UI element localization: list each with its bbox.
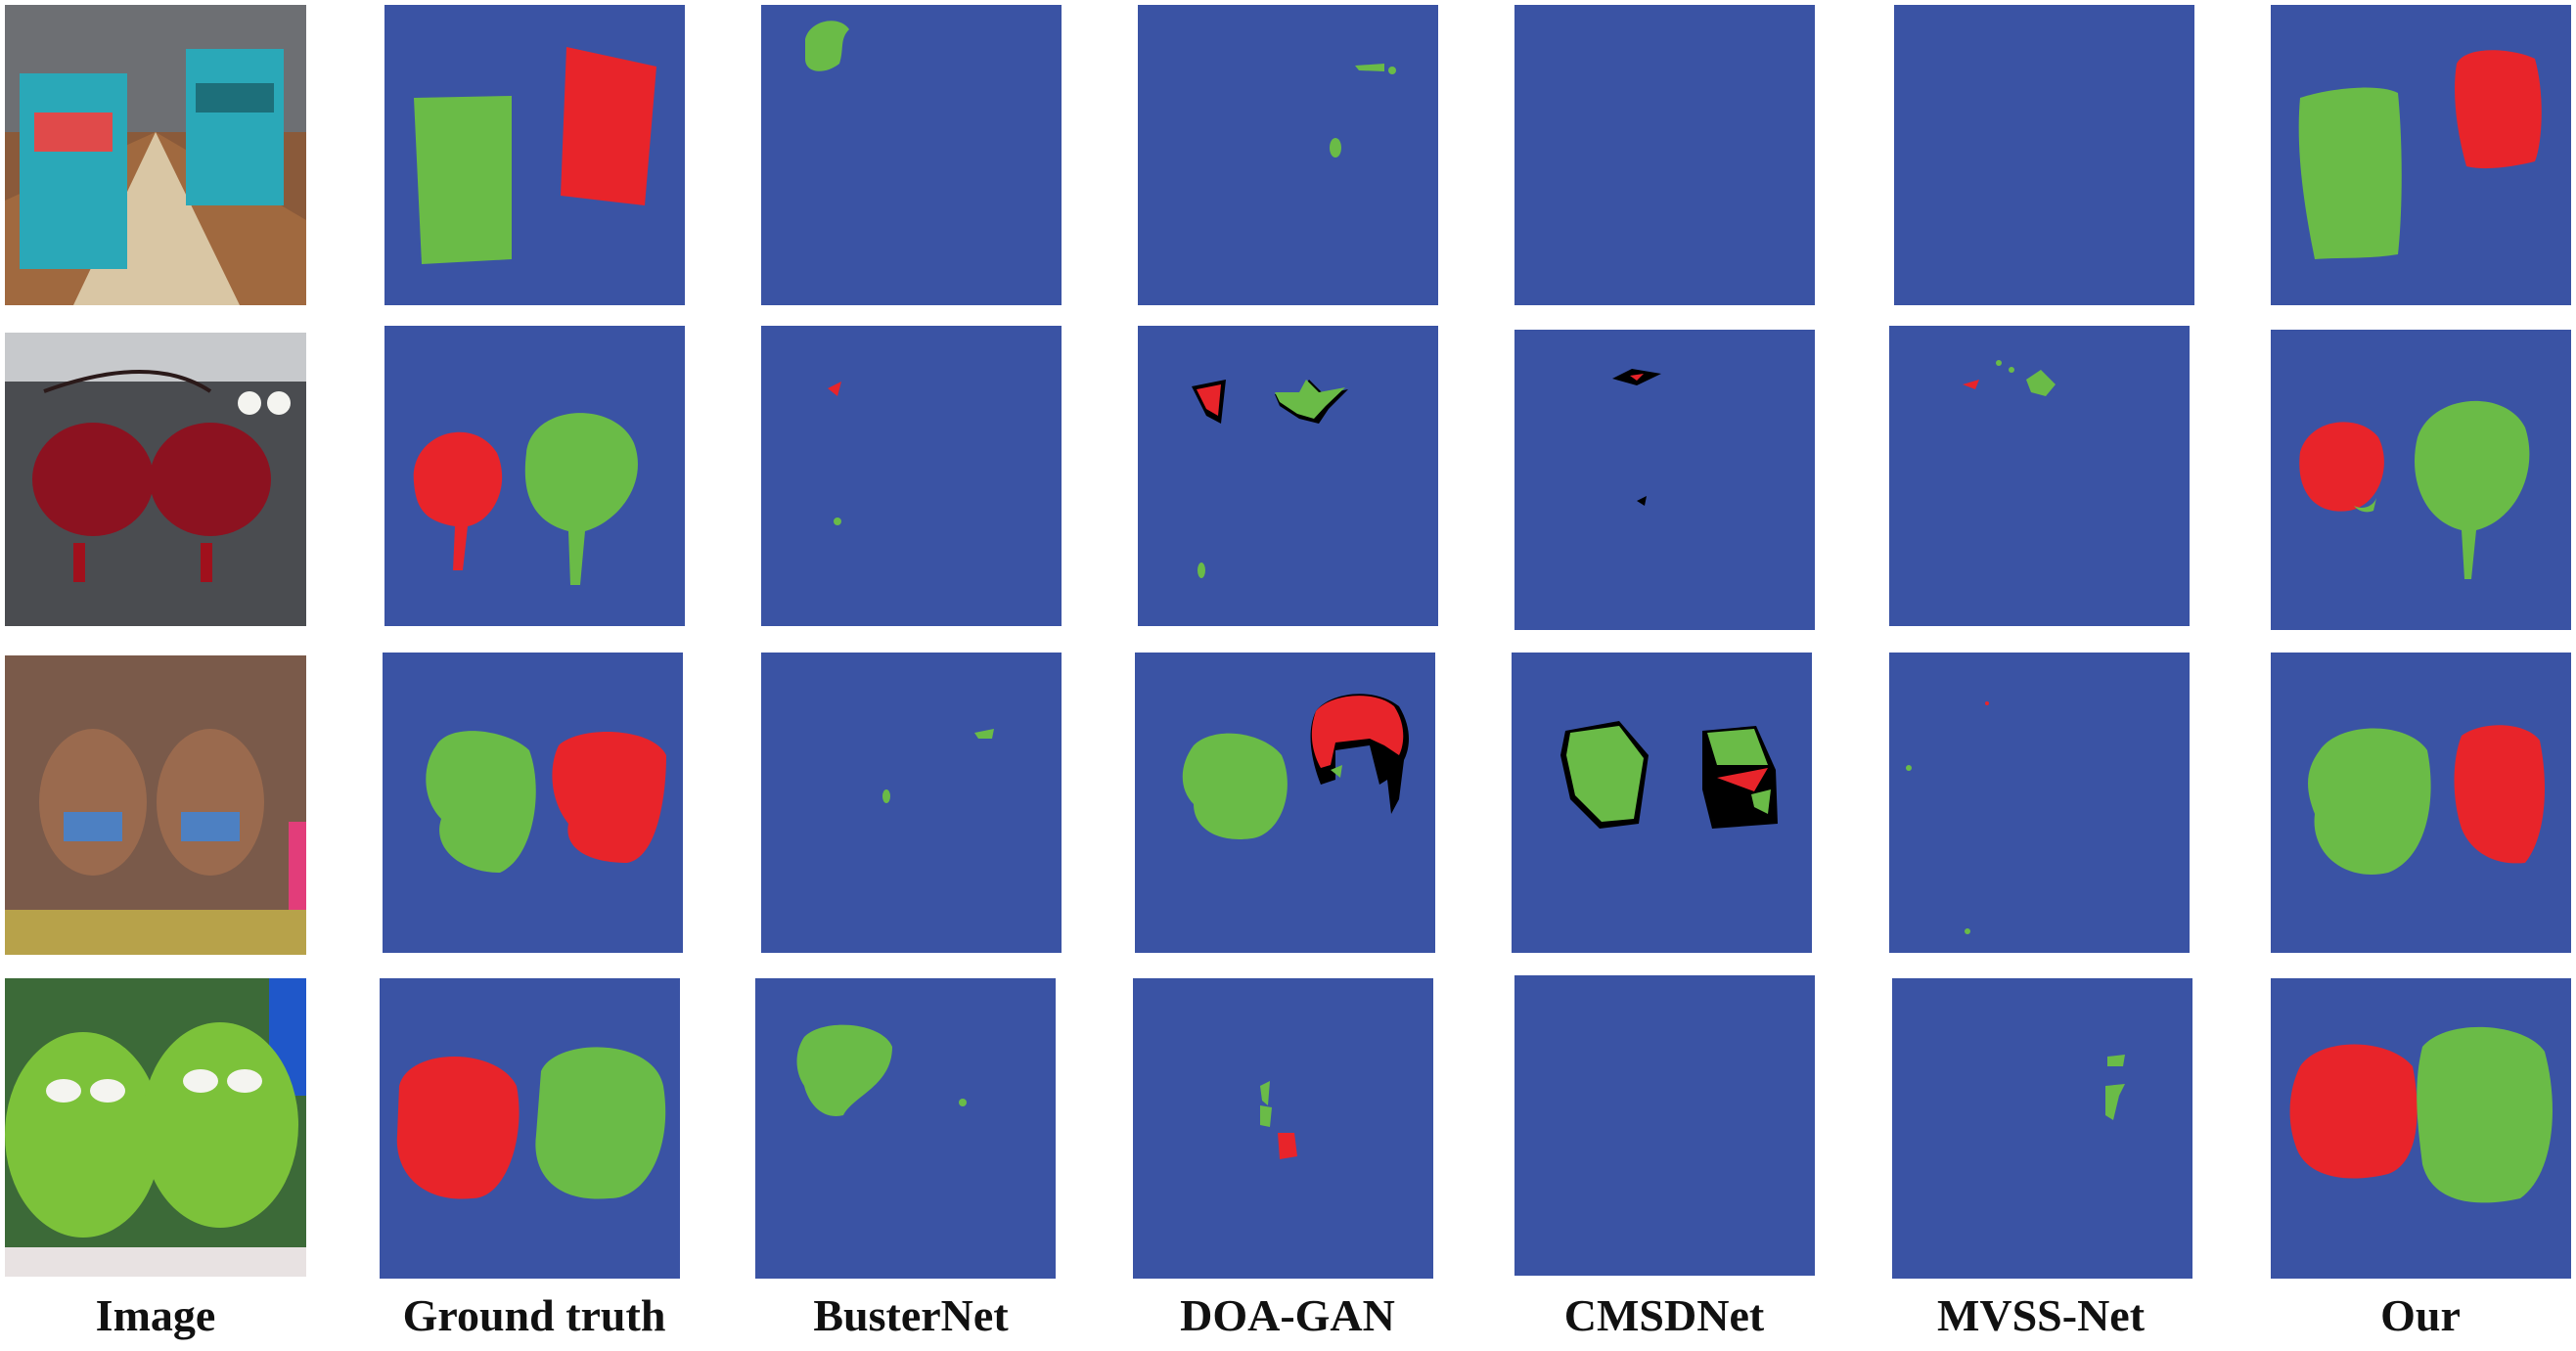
ground-truth-mask-row-2 xyxy=(384,326,685,626)
busternet-mask-row-3 xyxy=(761,653,1062,953)
ground-truth-mask-row-3 xyxy=(383,653,683,953)
photo-row-2 xyxy=(5,333,306,626)
ground-truth-mask-row-1 xyxy=(384,5,685,305)
busternet-mask-row-1 xyxy=(761,5,1062,305)
cmsdnet-mask-row-3 xyxy=(1512,653,1812,953)
our-mask-row-3 xyxy=(2271,653,2571,953)
doa-gan-mask-row-2 xyxy=(1138,326,1438,626)
mvss-net-mask-row-2 xyxy=(1889,326,2190,626)
mvss-net-mask-row-4 xyxy=(1892,978,2192,1279)
ground-truth-mask-row-4 xyxy=(380,978,680,1279)
our-mask-row-1 xyxy=(2271,5,2571,305)
caption-image: Image xyxy=(95,1290,216,1340)
mvss-net-mask-row-3 xyxy=(1889,653,2190,953)
doa-gan-mask-row-4 xyxy=(1133,978,1433,1279)
mvss-net-mask-row-1 xyxy=(1894,5,2194,305)
busternet-mask-row-4 xyxy=(755,978,1056,1279)
doa-gan-mask-row-1 xyxy=(1138,5,1438,305)
caption-doa-gan: DOA-GAN xyxy=(1180,1290,1395,1340)
our-mask-row-4 xyxy=(2271,978,2571,1279)
caption-busternet: BusterNet xyxy=(813,1290,1009,1340)
doa-gan-mask-row-3 xyxy=(1135,653,1435,953)
cmsdnet-mask-row-2 xyxy=(1514,330,1815,630)
photo-row-4 xyxy=(5,978,306,1277)
caption-our: Our xyxy=(2380,1290,2461,1340)
cmsdnet-mask-row-1 xyxy=(1514,5,1815,305)
cmsdnet-mask-row-4 xyxy=(1514,975,1815,1276)
caption-mvss-net: MVSS-Net xyxy=(1936,1290,2146,1340)
photo-row-1 xyxy=(5,5,306,305)
photo-row-3 xyxy=(5,655,306,955)
caption-ground-truth: Ground truth xyxy=(402,1290,666,1340)
our-mask-row-2 xyxy=(2271,330,2571,630)
busternet-mask-row-2 xyxy=(761,326,1062,626)
caption-cmsdnet: CMSDNet xyxy=(1563,1290,1765,1340)
